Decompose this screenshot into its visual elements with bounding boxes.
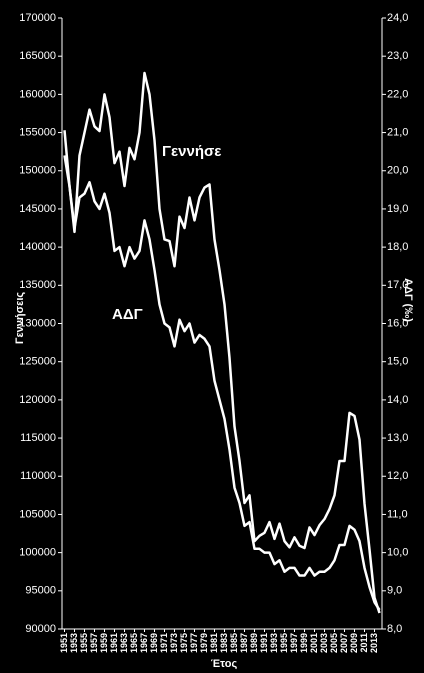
y2-axis-title: ΑΔΓ (‰): [402, 278, 414, 322]
x-tick-label: 1971: [159, 633, 169, 653]
y2-tick-label: 20,0: [387, 165, 408, 177]
y-tick-label: 105000: [19, 508, 56, 520]
y-tick-label: 155000: [19, 126, 56, 138]
y2-tick-label: 17,0: [387, 279, 408, 291]
y2-tick-label: 15,0: [387, 356, 408, 368]
x-tick-label: 1961: [109, 633, 119, 653]
x-tick-label: 1973: [169, 633, 179, 653]
x-tick-label: 1975: [179, 633, 189, 653]
x-tick-label: 1955: [79, 633, 89, 653]
x-tick-label: 1985: [229, 633, 239, 653]
x-tick-label: 2005: [329, 633, 339, 653]
y-tick-label: 135000: [19, 279, 56, 291]
x-tick-label: 1999: [299, 633, 309, 653]
y-tick-label: 90000: [25, 623, 56, 635]
x-tick-label: 1977: [189, 633, 199, 653]
y-tick-label: 120000: [19, 394, 56, 406]
x-tick-label: 1953: [69, 633, 79, 653]
series-line: [63, 155, 381, 611]
x-tick-label: 2007: [339, 633, 349, 653]
x-tick-label: 1993: [269, 633, 279, 653]
y-tick-label: 160000: [19, 88, 56, 100]
y2-tick-label: 9,0: [387, 585, 402, 597]
x-tick-label: 1979: [199, 633, 209, 653]
x-tick-label: 1963: [119, 633, 129, 653]
x-axis-title: Έτος: [211, 658, 238, 670]
x-tick-label: 1967: [139, 633, 149, 653]
y2-tick-label: 14,0: [387, 394, 408, 406]
x-tick-label: 2003: [319, 633, 329, 653]
y-tick-label: 115000: [20, 432, 56, 444]
x-tick-label: 1951: [59, 633, 69, 653]
y2-tick-label: 16,0: [387, 317, 408, 329]
y2-tick-label: 10,0: [387, 547, 408, 559]
y-tick-label: 165000: [19, 50, 56, 62]
x-tick-label: 1997: [289, 633, 299, 653]
y2-tick-label: 23,0: [387, 50, 408, 62]
y2-tick-label: 21,0: [387, 126, 408, 138]
y2-tick-label: 19,0: [387, 203, 408, 215]
y2-tick-label: 13,0: [387, 432, 408, 444]
x-tick-label: 1983: [219, 633, 229, 653]
series-annotation: ΑΔΓ: [112, 306, 143, 323]
x-tick-label: 1969: [149, 633, 159, 653]
x-tick-label: 2011: [359, 633, 369, 653]
x-tick-label: 1987: [239, 633, 249, 653]
series-annotation: Γεννήσε: [162, 143, 221, 160]
x-tick-label: 1965: [129, 633, 139, 653]
x-tick-label: 1991: [259, 633, 269, 653]
y2-tick-label: 24,0: [387, 12, 408, 24]
x-tick-label: 2001: [309, 633, 319, 653]
x-tick-label: 2013: [369, 633, 379, 653]
y2-tick-label: 22,0: [387, 88, 408, 100]
x-tick-label: 2009: [349, 633, 359, 653]
y-tick-label: 100000: [19, 547, 56, 559]
x-tick-label: 1981: [209, 633, 219, 653]
series-line: [63, 71, 381, 614]
y-tick-label: 130000: [19, 317, 56, 329]
y-tick-label: 170000: [19, 12, 56, 24]
y2-tick-label: 12,0: [387, 470, 408, 482]
y-tick-label: 95000: [25, 585, 56, 597]
x-tick-label: 1957: [89, 633, 99, 653]
y-tick-label: 125000: [19, 356, 56, 368]
y2-tick-label: 8,0: [387, 623, 402, 635]
y-tick-label: 140000: [19, 241, 56, 253]
x-tick-label: 1995: [279, 633, 289, 653]
y-axis-title: Γεννήσεις: [14, 292, 26, 345]
y-tick-label: 150000: [19, 165, 56, 177]
x-tick-label: 1989: [249, 633, 259, 653]
y2-tick-label: 18,0: [387, 241, 408, 253]
x-tick-label: 1959: [99, 633, 109, 653]
y2-tick-label: 11,0: [387, 508, 408, 520]
y-tick-label: 145000: [19, 203, 56, 215]
y-tick-label: 110000: [20, 470, 56, 482]
